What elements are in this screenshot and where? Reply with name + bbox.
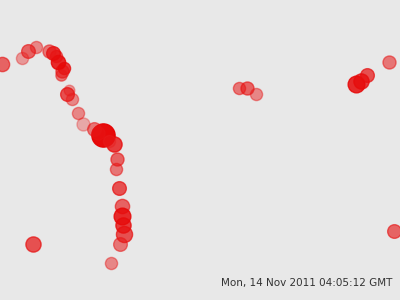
Text: Mon, 14 Nov 2011 04:05:12 GMT: Mon, 14 Nov 2011 04:05:12 GMT bbox=[221, 278, 392, 288]
